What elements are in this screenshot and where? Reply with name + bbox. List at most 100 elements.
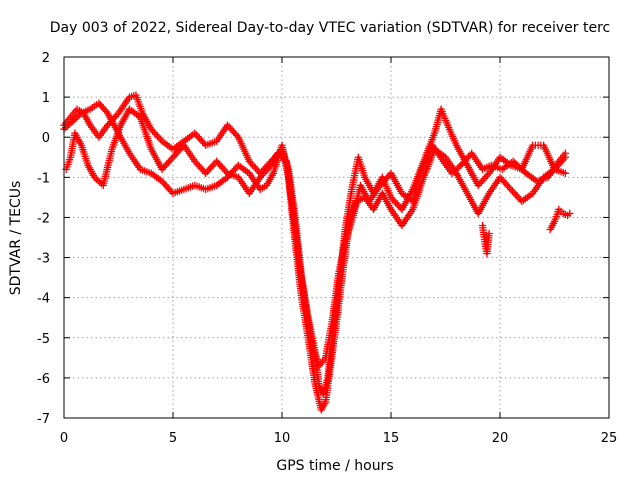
data-point-sample [549,219,558,228]
data-point-sample [66,156,74,164]
data-point-sample [542,174,550,182]
y-tick-label: 2 [42,51,50,66]
data-point-sample [71,107,80,115]
y-tick-label: 1 [42,91,50,106]
data-point-sample [167,155,176,163]
data-point-sample [360,171,368,179]
data-point-sample [386,191,394,199]
x-tick-label: 15 [383,431,400,446]
data-point-sample [484,191,492,200]
data-point-sample [189,155,198,163]
data-point-sample [557,207,565,216]
data-point-sample [124,95,132,103]
data-point-sample [67,119,75,127]
data-point-sample [560,151,568,159]
data-point-sample [455,163,463,171]
data-point-sample [102,107,110,116]
data-point-sample [485,232,493,240]
data-point-sample [397,187,405,196]
data-point-sample [328,320,336,328]
data-point-sample [135,163,143,171]
data-point-sample [222,175,230,183]
data-point-sample [520,168,529,176]
y-tick-label: -7 [37,412,50,427]
data-point-sample [102,123,110,131]
data-point-sample [146,143,155,151]
y-tick-label: -6 [37,372,50,387]
data-point-sample [268,171,276,179]
data-point-sample [260,183,269,191]
data-point-sample [483,171,492,179]
series-track-b [60,99,570,414]
x-tick-label: 0 [60,431,68,446]
y-tick-label: -5 [37,332,50,347]
data-point-sample [243,168,252,176]
data-point-sample [559,168,567,177]
data-point-sample [310,376,319,384]
data-point-sample [255,175,263,183]
data-point-sample [178,186,186,194]
x-tick-label: 10 [274,431,291,446]
data-point-sample [146,123,154,131]
data-point-sample [462,187,470,196]
data-point-sample [210,182,219,190]
data-point-sample [113,111,121,119]
data-point-sample [85,119,93,127]
data-point-sample [84,106,92,114]
data-point-sample [349,211,357,220]
data-point-sample [561,210,570,219]
y-tick-label: -3 [37,252,50,267]
data-point-sample [89,171,98,179]
data-point-sample [156,135,165,144]
data-point-sample [145,168,153,177]
x-tick-label: 5 [169,431,177,446]
data-point-sample [156,176,164,184]
data-point-sample [451,139,460,147]
data-point-sample [244,155,253,163]
data-point-sample [138,107,146,115]
tick-marks [63,56,610,419]
data-point-sample [232,172,240,181]
x-tick-labels: 0 5 10 15 20 25 [60,431,617,446]
y-tick-labels: 2 1 0 -1 -2 -3 -4 -5 -6 -7 [37,51,50,427]
data-point-sample [505,183,513,192]
data-point-sample [265,163,274,171]
data-point-sample [210,138,219,146]
x-tick-label: 20 [492,431,509,446]
data-point-sample [477,163,485,171]
data-point-sample [116,123,124,132]
chart-title: Day 003 of 2022, Sidereal Day-to-day VTE… [50,20,610,36]
x-tick-label: 25 [601,431,618,446]
data-point-sample [302,303,310,312]
data-point-sample [308,339,316,348]
data-point-sample [430,131,438,140]
data-point-sample [200,139,208,148]
data-point-sample [83,159,91,167]
y-tick-label: -2 [37,211,50,226]
series-track-c [62,105,570,370]
plot-frame [63,56,610,419]
data-point-sample [480,235,489,243]
data-point-sample [167,188,176,196]
data-point-sample [334,272,343,280]
y-tick-label: -1 [37,171,50,186]
data-point-sample [553,159,562,167]
data-point-sample [375,183,383,192]
y-axis-label: SDTVAR / TECUs [8,181,24,296]
data-point-sample [222,167,230,176]
data-point-sample [320,356,328,364]
data-point-sample [320,400,329,408]
data-point-sample [347,187,356,196]
data-point-sample [107,147,116,156]
data-point-sample [124,147,132,155]
data-point-sample [233,131,241,140]
y-tick-label: -4 [37,292,50,307]
data-point-sample [494,155,503,163]
x-axis-label: GPS time / hours [276,458,393,474]
y-tick-label: 0 [42,131,50,146]
series-track-d [478,205,574,258]
data-point-sample [527,191,535,199]
data-point-sample [417,167,425,176]
data-point-sample [124,107,132,115]
